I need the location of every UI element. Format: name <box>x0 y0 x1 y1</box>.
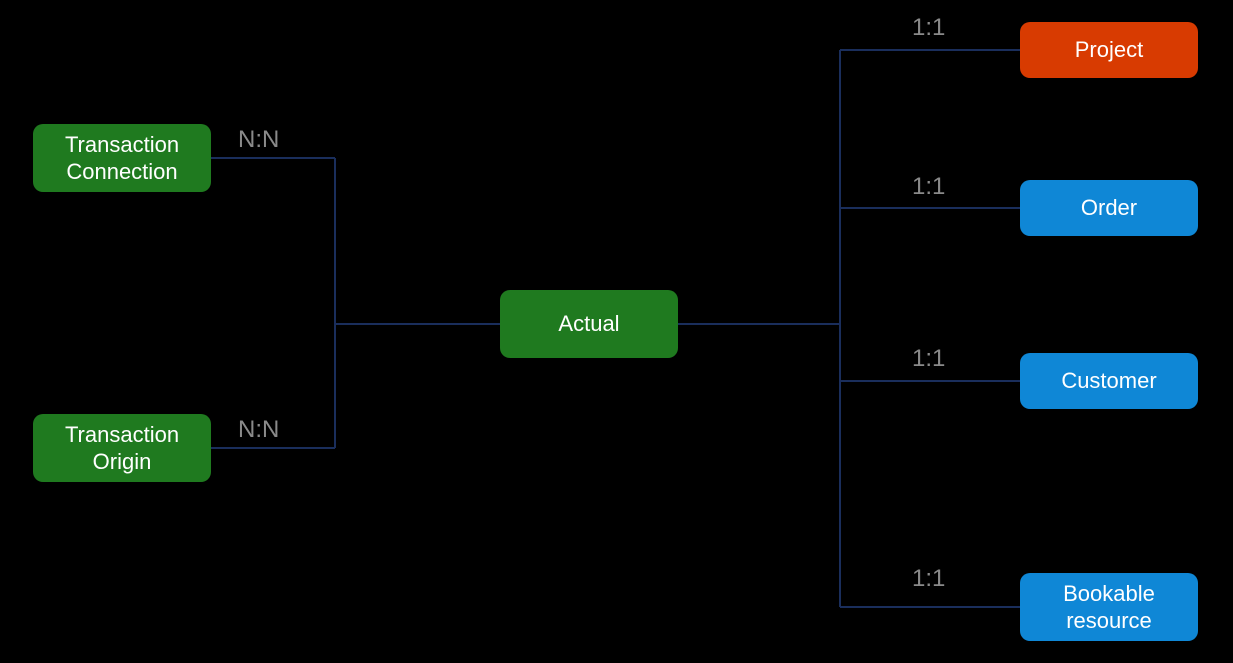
node-label: TransactionOrigin <box>65 421 179 476</box>
diagram-canvas: TransactionConnection TransactionOrigin … <box>0 0 1233 663</box>
edge-label-nn-top: N:N <box>238 126 279 154</box>
node-label: Customer <box>1061 367 1156 395</box>
node-label: Project <box>1075 36 1143 64</box>
edge-label-nn-bottom: N:N <box>238 416 279 444</box>
node-transaction-connection: TransactionConnection <box>33 124 211 192</box>
node-bookable-resource: Bookableresource <box>1020 573 1198 641</box>
node-transaction-origin: TransactionOrigin <box>33 414 211 482</box>
node-order: Order <box>1020 180 1198 236</box>
edge-label-11-bookable: 1:1 <box>912 565 945 593</box>
node-project: Project <box>1020 22 1198 78</box>
node-label: Bookableresource <box>1063 580 1155 635</box>
node-label: Order <box>1081 194 1137 222</box>
node-customer: Customer <box>1020 353 1198 409</box>
node-actual: Actual <box>500 290 678 358</box>
edge-label-11-order: 1:1 <box>912 173 945 201</box>
node-label: TransactionConnection <box>65 131 179 186</box>
edge-label-11-project: 1:1 <box>912 14 945 42</box>
edge-label-11-customer: 1:1 <box>912 345 945 373</box>
node-label: Actual <box>558 310 619 338</box>
